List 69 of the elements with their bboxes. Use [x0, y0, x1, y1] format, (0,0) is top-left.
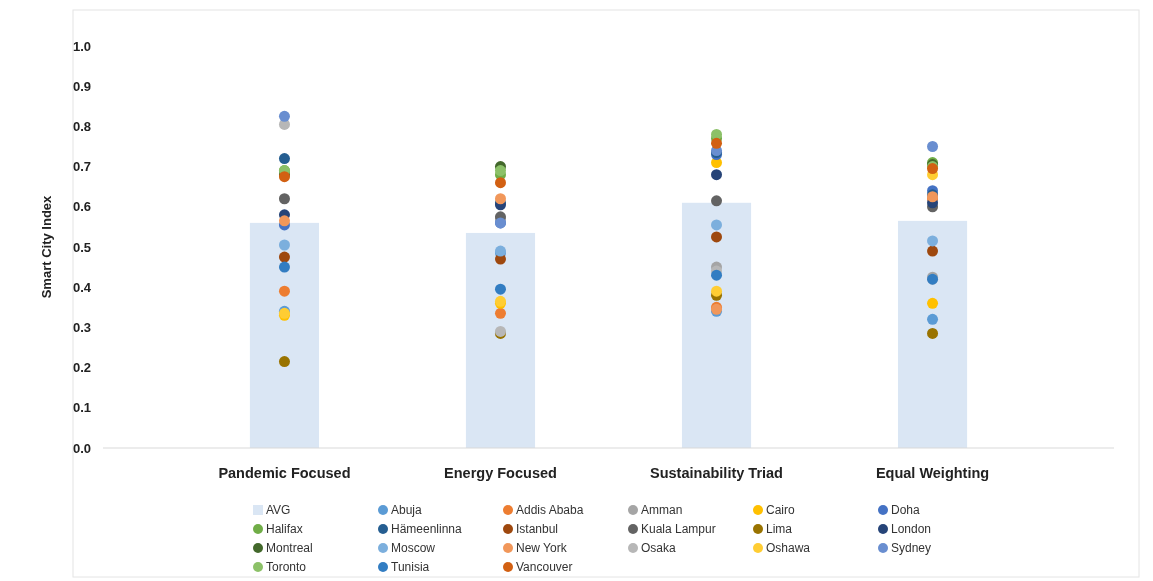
point — [278, 215, 290, 227]
legend-label: New York — [516, 541, 568, 556]
bar — [681, 202, 752, 448]
point — [494, 307, 506, 319]
point — [278, 153, 290, 165]
legend-label: Toronto — [266, 560, 307, 575]
legend-label: AVG — [266, 503, 291, 518]
x-tick-label: Pandemic Focused — [218, 465, 351, 481]
y-tick-label: 0.0 — [72, 440, 91, 456]
legend-label: Cairo — [766, 503, 795, 518]
legend-label: Abuja — [391, 503, 423, 518]
point — [494, 165, 506, 177]
y-tick-label: 0.4 — [72, 279, 92, 295]
bar — [249, 222, 320, 448]
point — [711, 195, 723, 207]
y-tick-label: 1.0 — [72, 38, 91, 54]
legend-label: Kuala Lampur — [641, 522, 716, 537]
x-tick-label: Energy Focused — [444, 465, 557, 481]
legend-label: Istanbul — [516, 522, 559, 537]
x-tick-label: Equal Weighting — [875, 465, 990, 481]
point — [927, 327, 939, 339]
point — [711, 128, 723, 140]
point — [278, 285, 290, 297]
y-tick-label: 0.5 — [72, 239, 91, 255]
legend-label: Osaka — [641, 541, 677, 556]
legend-label: Tunisia — [391, 560, 430, 575]
legend-label: Amman — [641, 503, 683, 518]
legend-label: Sydney — [891, 541, 932, 556]
y-tick-label: 0.7 — [72, 159, 91, 175]
legend-label: Vancouver — [516, 560, 573, 575]
point — [494, 283, 506, 295]
point — [278, 356, 290, 368]
point — [927, 313, 939, 325]
legend-label: Doha — [891, 503, 921, 518]
x-tick-label: Sustainability Triad — [650, 465, 783, 481]
point — [711, 169, 723, 181]
point — [278, 261, 290, 273]
point — [711, 137, 723, 149]
point — [494, 177, 506, 189]
legend-label: Montreal — [266, 541, 313, 556]
point — [927, 235, 939, 247]
point — [711, 219, 723, 231]
y-tick-label: 0.2 — [72, 360, 91, 376]
legend-label: Moscow — [391, 541, 436, 556]
legend-label: London — [891, 522, 932, 537]
point — [494, 193, 506, 205]
point — [278, 193, 290, 205]
legend-label: Hämeenlinna — [391, 522, 463, 537]
y-tick-label: 0.8 — [72, 118, 91, 134]
point — [278, 251, 290, 263]
legend-label: Lima — [766, 522, 793, 537]
point — [278, 239, 290, 251]
legend-label: Addis Ababa — [516, 503, 584, 518]
point — [278, 110, 290, 122]
point — [711, 285, 723, 297]
point — [711, 231, 723, 243]
y-axis-title: Smart City Index — [39, 194, 54, 299]
y-tick-label: 0.9 — [72, 78, 91, 94]
y-tick-label: 0.6 — [72, 199, 91, 215]
bar — [897, 220, 968, 448]
legend-label: Halifax — [266, 522, 303, 537]
y-tick-label: 0.3 — [72, 319, 91, 335]
bar — [465, 232, 536, 448]
point — [711, 269, 723, 281]
point — [927, 245, 939, 257]
point — [927, 141, 939, 152]
y-tick-label: 0.1 — [72, 400, 91, 416]
legend-label: Oshawa — [766, 541, 811, 556]
point — [927, 297, 939, 309]
